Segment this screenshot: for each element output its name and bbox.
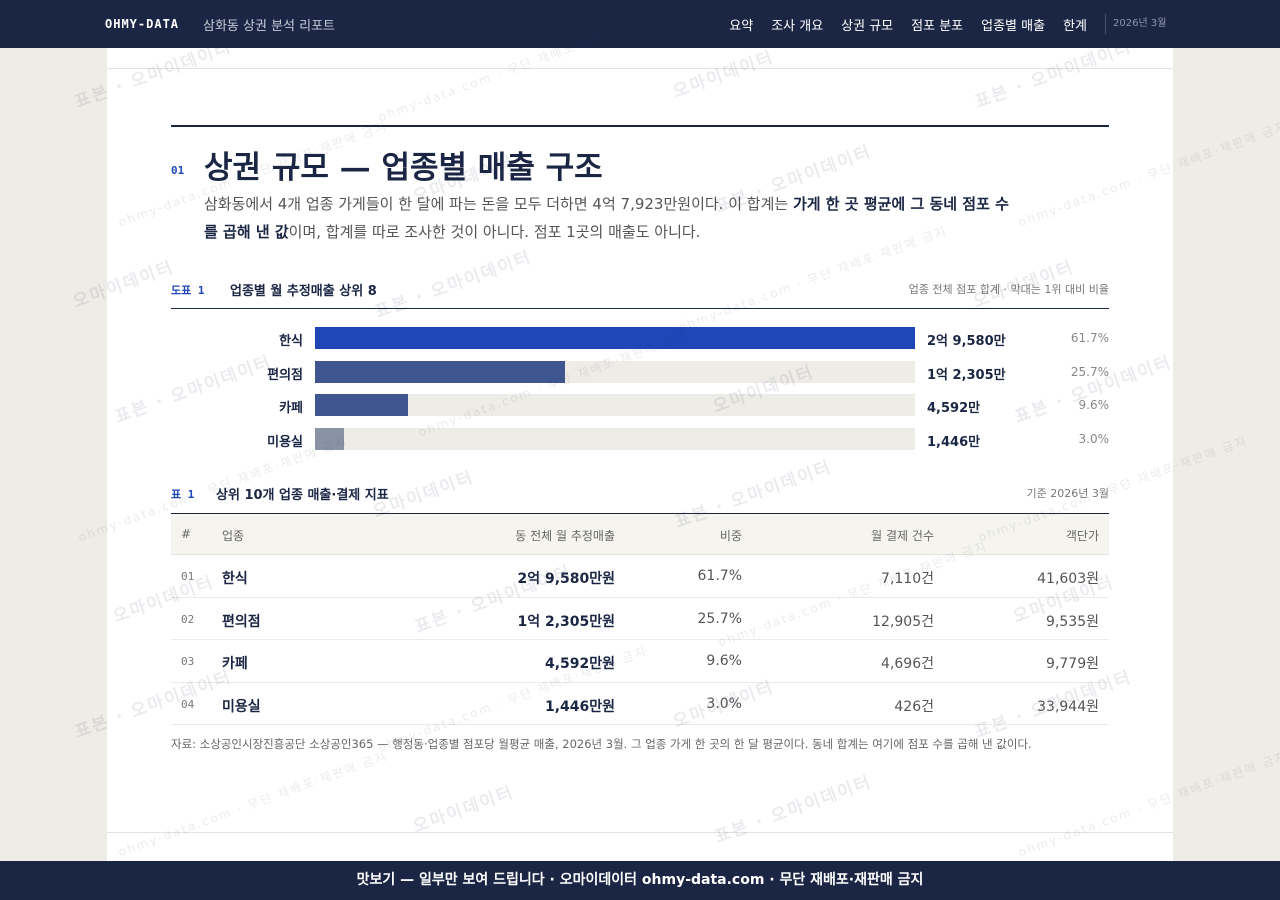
table-cell: 9,779원 — [1046, 656, 1099, 672]
bar — [315, 360, 565, 383]
table-cell: 한식 — [222, 571, 248, 587]
table-cell: 미용실 — [222, 698, 261, 715]
bar-track — [315, 394, 915, 416]
table-cell: 2억 9,580만원 — [517, 571, 615, 587]
table-cell: 카페 — [222, 656, 248, 672]
table-header: # 업종 동 전체 월 추정매출 비중 월 결제 건수 객단가 — [171, 514, 1109, 555]
table-cell: 7,110건 — [881, 571, 934, 587]
section-number: 01 — [171, 164, 185, 177]
table-note: 기준 2026년 3월 — [1026, 487, 1109, 500]
bar-share-label: 25.7% — [1070, 364, 1109, 379]
table-cell: 9,535원 — [1046, 613, 1099, 630]
nav-link[interactable]: 조사 개요 — [771, 19, 824, 34]
table-cell: 61.7% — [697, 568, 742, 584]
data-table: # 업종 동 전체 월 추정매출 비중 월 결제 건수 객단가 01 한식 2억 9,580만원… — [171, 513, 1109, 725]
table-cell: 1억 2,305만원 — [517, 613, 615, 630]
bar-value-label: 4,592만 — [927, 401, 981, 416]
table-cell: 33,944원 — [1037, 698, 1099, 715]
table-title: 상위 10개 업종 매출·결제 지표 — [216, 488, 389, 503]
bar-label: 편의점 — [267, 367, 303, 383]
column-header: 업종 — [222, 529, 245, 543]
table-cell: 편의점 — [222, 613, 261, 630]
bar — [315, 394, 409, 416]
nav-link[interactable]: 상권 규모 — [841, 19, 894, 34]
bar-label: 한식 — [279, 334, 303, 349]
table-cell: 41,603원 — [1037, 571, 1099, 587]
table-row: 03 카페 4,592만원 9.6% 4,696건 9,779원 — [171, 640, 1109, 683]
report-date: 2026년 3월 — [1105, 14, 1166, 34]
report-subtitle: 삼화동 상권 분석 리포트 — [203, 19, 335, 34]
brand[interactable]: OHMY-DATA — [105, 17, 180, 31]
bar-share-label: 61.7% — [1070, 331, 1109, 345]
lead-text: 이며, 합계를 따로 조사한 것이 아니다. 점포 1곳의 매출도 아니다. — [288, 223, 701, 241]
bar-value-label: 1,446만 — [927, 434, 981, 450]
bar-share-label: 9.6% — [1078, 398, 1110, 412]
table-cell: 25.7% — [697, 610, 742, 627]
bar — [315, 427, 345, 450]
divider — [107, 832, 1173, 833]
source-note: 자료: 소상공인시장진흥공단 소상공인365 — 행정동·업종별 점포당 월평균… — [171, 737, 1032, 751]
nav-link[interactable]: 점포 분포 — [911, 19, 964, 34]
table-cell: 01 — [181, 570, 195, 583]
section-title: 상권 규모 — 업종별 매출 구조 — [204, 150, 603, 186]
table-cell: 4,696건 — [881, 656, 934, 672]
table-cell: 04 — [181, 697, 195, 711]
column-header: 동 전체 월 추정매출 — [515, 529, 615, 543]
table-cell: 9.6% — [706, 653, 742, 669]
bar-label: 카페 — [279, 401, 303, 416]
lead-paragraph: 삼화동에서 4개 업종 가게들이 한 달에 파는 돈을 모두 더하면 4억 7,… — [204, 190, 1014, 246]
column-header: 월 결제 건수 — [871, 529, 934, 543]
table-row: 02 편의점 1억 2,305만원 25.7% 12,905건 9,535원 — [171, 598, 1109, 640]
table-cell: 426건 — [894, 698, 934, 715]
table-cell: 12,905건 — [872, 613, 934, 630]
bar-label: 미용실 — [267, 434, 303, 450]
bar-track — [315, 427, 915, 450]
table-cell: 3.0% — [706, 695, 742, 712]
table-label: 표 1 — [171, 488, 195, 501]
preview-banner: 맛보기 — 일부만 보여 드립니다 · 오마이데이터 ohmy-data.com… — [0, 861, 1280, 900]
nav-links: 요약 조사 개요 상권 규모 점포 분포 업종별 매출 한계 — [729, 15, 1087, 34]
figure-rule — [171, 308, 1109, 309]
lead-emphasis: 가게 한 곳 평균에 그 동네 점포 수를 곱해 낸 값 — [204, 195, 1009, 241]
bar-value-label: 1억 2,305만 — [927, 367, 1006, 383]
table-cell: 02 — [181, 612, 195, 626]
table-cell: 1,446만원 — [544, 698, 615, 715]
bar — [315, 327, 915, 349]
column-header: 비중 — [719, 529, 742, 543]
top-nav: OHMY-DATA 삼화동 상권 분석 리포트 요약 조사 개요 상권 규모 점포 분… — [0, 0, 1280, 48]
figure-label: 도표 1 — [171, 284, 205, 297]
nav-link[interactable]: 한계 — [1063, 19, 1087, 34]
column-header: # — [181, 527, 192, 541]
lead-text: 삼화동에서 4개 업종 가게들이 한 달에 파는 돈을 모두 더하면 4억 7,… — [204, 195, 793, 213]
bar-value-label: 2억 9,580만 — [927, 334, 1006, 349]
nav-link[interactable]: 업종별 매출 — [981, 19, 1046, 34]
table-row: 01 한식 2억 9,580만원 61.7% 7,110건 41,603원 — [171, 555, 1109, 598]
figure-title: 업종별 월 추정매출 상위 8 — [230, 284, 377, 299]
section-rule — [171, 125, 1109, 127]
table-cell: 03 — [181, 655, 195, 668]
figure-note: 업종 전체 점포 합계 · 막대는 1위 대비 비율 — [908, 283, 1109, 296]
nav-link[interactable]: 요약 — [729, 19, 754, 34]
column-header: 객단가 — [1065, 529, 1099, 543]
report-panel: 01 상권 규모 — 업종별 매출 구조 삼화동에서 4개 업종 가게들이 한 … — [107, 48, 1173, 861]
bar-share-label: 3.0% — [1078, 431, 1110, 446]
table-cell: 4,592만원 — [544, 656, 615, 672]
divider — [107, 68, 1173, 69]
table-row: 04 미용실 1,446만원 3.0% 426건 33,944원 — [171, 683, 1109, 725]
